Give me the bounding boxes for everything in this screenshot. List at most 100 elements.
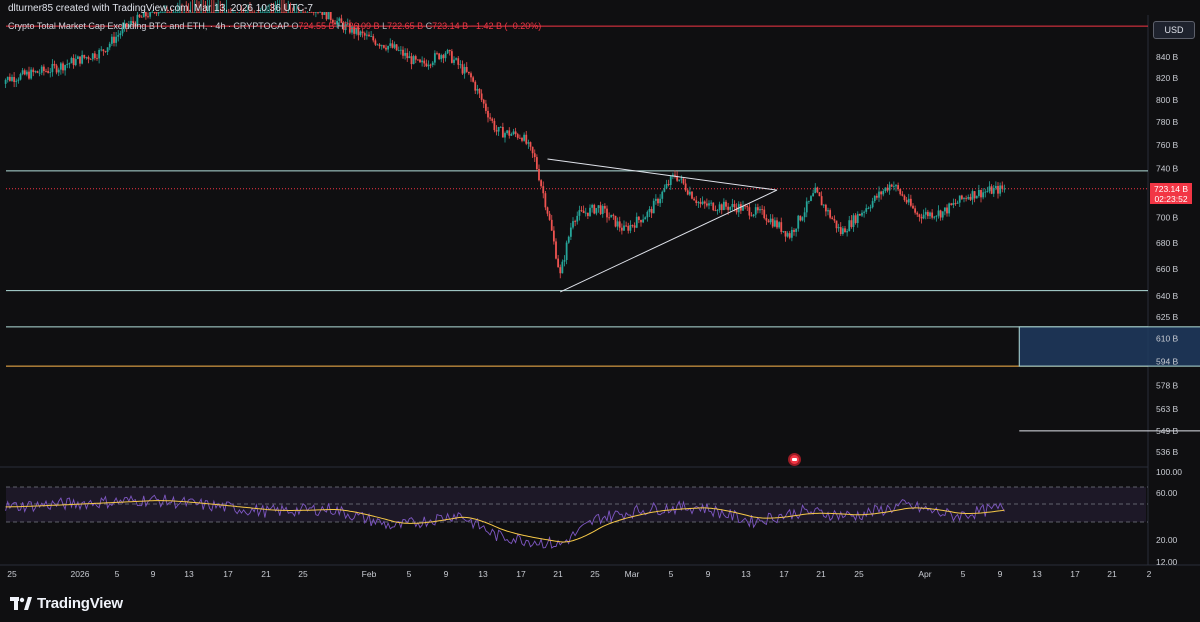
candle-body [93, 53, 96, 59]
rsi-tick-label: 60.00 [1156, 488, 1178, 498]
candle-body [363, 33, 366, 36]
y-tick-label: 680 B [1156, 238, 1179, 248]
candle-body [161, 12, 164, 13]
candle-body [820, 196, 823, 206]
candle-body [317, 12, 319, 13]
y-tick-label: 760 B [1156, 140, 1179, 150]
candle-body [293, 12, 296, 13]
x-tick-label: 5 [669, 569, 674, 579]
candle-body [81, 54, 84, 64]
candle-body [929, 212, 931, 217]
candle-body [453, 59, 455, 63]
candle-body [712, 202, 715, 211]
candle-body [521, 137, 523, 141]
candle-body [406, 52, 409, 59]
candle-body [933, 216, 936, 218]
target-zone-box [1018, 326, 1200, 367]
x-tick-label: 17 [223, 569, 233, 579]
candle-body [984, 191, 987, 193]
x-tick-label: 25 [7, 569, 17, 579]
candle-body [969, 196, 972, 200]
candle-body [546, 207, 549, 214]
candle-body [608, 217, 611, 219]
candle-body [612, 214, 615, 216]
time-axis[interactable]: 25 2026 5 9 13 17 21 25 Feb 5 9 13 17 21 25 Mar 5 9 13 17 21… [7, 569, 1151, 579]
candle-body [899, 189, 902, 195]
candle-body [440, 55, 443, 60]
flag-icon[interactable] [788, 453, 801, 466]
symbol-title: Crypto Total Market Cap Excluding BTC an… [8, 21, 289, 31]
candle-body [873, 195, 876, 202]
candle-body [249, 12, 251, 13]
last-price-tag: 723.14 B 02:23:52 [1150, 183, 1192, 204]
x-tick-label: 9 [151, 569, 156, 579]
last-price: 723.14 B [1153, 184, 1189, 194]
candle-body [816, 187, 819, 193]
candle-body [731, 203, 734, 207]
rsi-pane [5, 486, 1148, 549]
candle-body [6, 76, 9, 80]
candle-body [907, 198, 910, 203]
candle-body [759, 209, 761, 211]
candle-body [869, 207, 872, 209]
candle-body [992, 187, 995, 194]
candle-body [977, 190, 980, 196]
candle-body [87, 57, 90, 60]
candle-body [956, 202, 959, 204]
candle-body [393, 44, 396, 48]
candle-body [710, 202, 713, 204]
candle-body [15, 80, 18, 82]
candle-body [975, 195, 978, 199]
candle-body [971, 191, 974, 200]
candle-body [722, 201, 725, 211]
candle-body [846, 231, 849, 233]
candle-body [191, 12, 194, 13]
candle-body [419, 59, 421, 63]
candle-body [149, 12, 152, 17]
candle-body [886, 187, 889, 191]
candle-body [442, 55, 445, 59]
candle-body [280, 12, 283, 13]
candle-body [130, 21, 132, 25]
candle-body [172, 12, 175, 13]
candle-body [805, 201, 808, 213]
candle-body [582, 210, 585, 214]
candle-body [844, 228, 846, 233]
candle-body [448, 50, 451, 52]
candle-body [735, 207, 738, 213]
candle-body [852, 215, 855, 227]
candle-body [185, 12, 188, 13]
candle-body [676, 175, 679, 181]
candle-body [42, 66, 45, 72]
candle-body [66, 64, 69, 66]
candle-body [461, 64, 464, 74]
candle-body [385, 47, 387, 50]
candle-body [565, 242, 568, 261]
candle-body [193, 12, 196, 13]
candle-body [295, 12, 298, 13]
attribution-text: dlturner85 created with TradingView.com,… [8, 3, 313, 14]
candle-body [901, 194, 904, 196]
candle-body [533, 153, 536, 158]
candle-body [474, 81, 477, 91]
candle-body [510, 134, 513, 136]
candle-body [164, 12, 166, 13]
candle-body [797, 215, 800, 229]
candle-body [952, 203, 955, 205]
candle-body [102, 49, 105, 52]
candle-body [257, 12, 260, 13]
currency-button[interactable]: USD [1153, 21, 1195, 39]
candle-body [433, 53, 436, 63]
candle-body [695, 200, 698, 203]
candle-body [13, 77, 16, 82]
candle-body [300, 12, 302, 13]
tradingview-logo[interactable]: TradingView [10, 595, 123, 612]
candle-body [283, 12, 285, 13]
x-tick-label: 13 [1032, 569, 1042, 579]
candle-body [17, 79, 20, 81]
candle-body [914, 208, 917, 213]
candle-body [436, 53, 438, 55]
candle-body [106, 47, 109, 52]
